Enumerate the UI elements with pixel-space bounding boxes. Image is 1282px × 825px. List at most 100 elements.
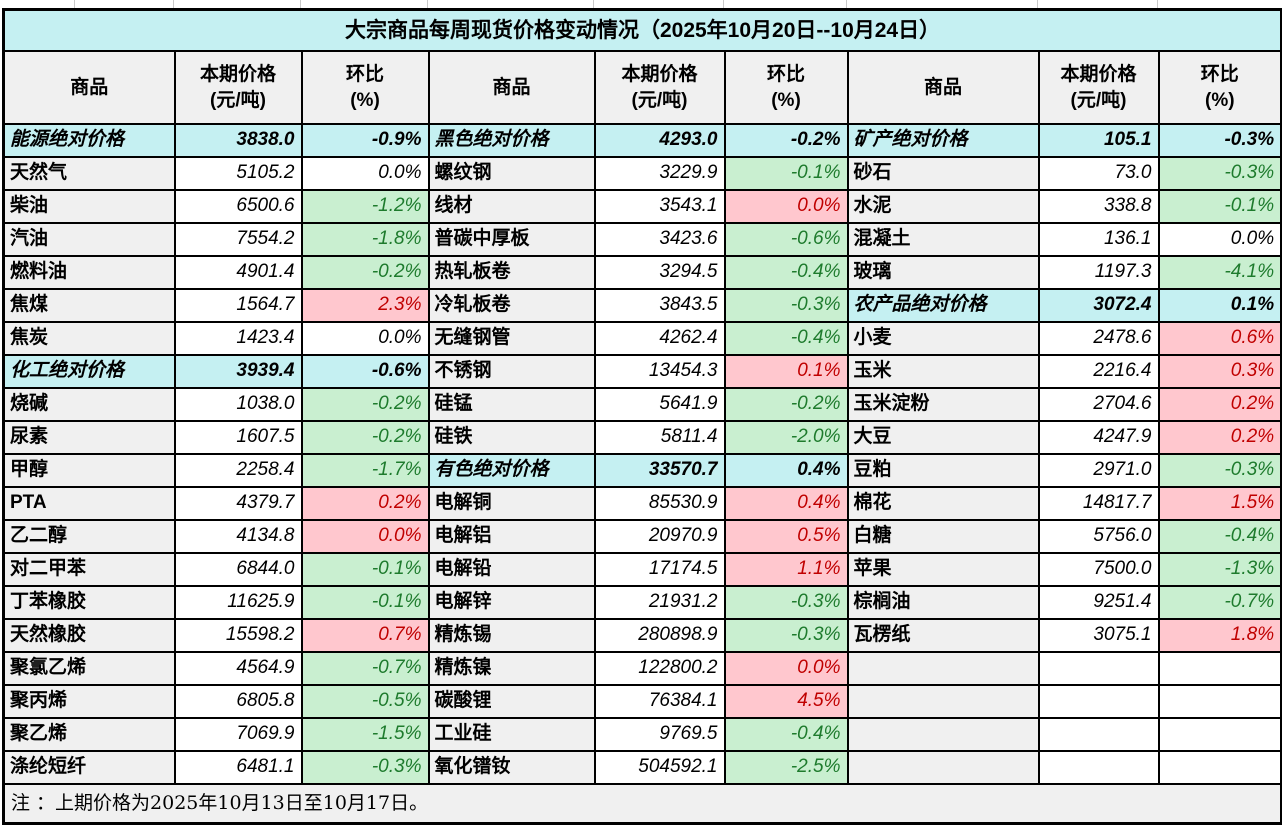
table-row: 汽油 7554.2 -1.8% 普碳中厚板 3423.6 -0.6% 混凝土 136.1 0.0…: [2, 222, 1282, 257]
table-row: 涤纶短纤 6481.1 -0.3% 氧化镨钕 504592.1 -2.5%: [2, 750, 1282, 785]
wow-change-cell: -1.8%: [300, 222, 430, 257]
wow-change-cell: -0.3%: [300, 750, 430, 785]
commodity-name-cell: 玉米: [846, 354, 1040, 389]
current-price-cell: 5756.0: [1037, 519, 1160, 554]
commodity-price-table-wrapper: 大宗商品每周现货价格变动情况（2025年10月20日--10月24日） 商品 本…: [2, 8, 1282, 825]
wow-change-cell: 0.1%: [723, 354, 849, 389]
wow-change-cell: 0.0%: [723, 189, 849, 224]
current-price-cell: 7554.2: [173, 222, 303, 257]
wow-change-cell: 0.2%: [1157, 420, 1282, 455]
current-price-cell: 13454.3: [593, 354, 726, 389]
table-row: 乙二醇 4134.8 0.0% 电解铝 20970.9 0.5% 白糖 5756.0 -0.4%: [2, 519, 1282, 554]
footer-note: 注 ：上期价格为2025年10月13日至10月17日。: [2, 783, 1282, 825]
table-row: 燃料油 4901.4 -0.2% 热轧板卷 3294.5 -0.4% 玻璃 1197.3 -4.…: [2, 255, 1282, 290]
commodity-name-cell: [846, 750, 1040, 785]
wow-change-cell: 0.2%: [300, 486, 430, 521]
wow-change-cell: -1.5%: [300, 717, 430, 752]
commodity-name-cell: 精炼锡: [427, 618, 596, 653]
commodity-name-cell: 聚乙烯: [2, 717, 176, 752]
commodity-name-cell: 对二甲苯: [2, 552, 176, 587]
current-price-cell: 6844.0: [173, 552, 303, 587]
current-price-cell: 2704.6: [1037, 387, 1160, 422]
current-price-cell: 122800.2: [593, 651, 726, 686]
wow-change-cell: 0.5%: [723, 519, 849, 554]
wow-change-cell: 4.5%: [723, 684, 849, 719]
commodity-name-cell: 氧化镨钕: [427, 750, 596, 785]
spreadsheet-gridline: [1157, 0, 1158, 8]
wow-change-cell: -2.0%: [723, 420, 849, 455]
wow-change-cell: -0.4%: [1157, 519, 1282, 554]
col-header-price-1: 本期价格 (元/吨): [173, 50, 303, 125]
table-row: 丁苯橡胶 11625.9 -0.1% 电解锌 21931.2 -0.3% 棕榈油 9251.4…: [2, 585, 1282, 620]
wow-change-cell: -0.2%: [723, 123, 849, 158]
current-price-cell: 1038.0: [173, 387, 303, 422]
commodity-name-cell: 硅锰: [427, 387, 596, 422]
current-price-cell: 2971.0: [1037, 453, 1160, 488]
wow-change-cell: -0.1%: [1157, 189, 1282, 224]
table-row: PTA 4379.7 0.2% 电解铜 85530.9 0.4% 棉花 14817.7 1.5%: [2, 486, 1282, 521]
current-price-cell: 7069.9: [173, 717, 303, 752]
commodity-name-cell: 瓦楞纸: [846, 618, 1040, 653]
wow-change-cell: 0.0%: [1157, 222, 1282, 257]
commodity-name-cell: 无缝钢管: [427, 321, 596, 356]
table-row: 烧碱 1038.0 -0.2% 硅锰 5641.9 -0.2% 玉米淀粉 2704.6 0.2%: [2, 387, 1282, 422]
table-row: 聚氯乙烯 4564.9 -0.7% 精炼镍 122800.2 0.0%: [2, 651, 1282, 686]
current-price-cell: 6500.6: [173, 189, 303, 224]
current-price-cell: 3838.0: [173, 123, 303, 158]
wow-change-cell: -0.3%: [1157, 123, 1282, 158]
col-header-commodity-3: 商品: [846, 50, 1040, 125]
col-header-price-3: 本期价格 (元/吨): [1037, 50, 1160, 125]
current-price-cell: 15598.2: [173, 618, 303, 653]
wow-change-cell: -0.3%: [1157, 156, 1282, 191]
commodity-name-cell: 电解锌: [427, 585, 596, 620]
wow-change-cell: -0.1%: [300, 585, 430, 620]
wow-change-cell: 2.3%: [300, 288, 430, 323]
current-price-cell: 7500.0: [1037, 552, 1160, 587]
current-price-cell: 21931.2: [593, 585, 726, 620]
commodity-name-cell: 碳酸锂: [427, 684, 596, 719]
spreadsheet-top-gridlines: [0, 0, 1282, 8]
col-header-commodity-2: 商品: [427, 50, 596, 125]
wow-change-cell: -0.3%: [723, 618, 849, 653]
current-price-cell: 2216.4: [1037, 354, 1160, 389]
commodity-price-table: 大宗商品每周现货价格变动情况（2025年10月20日--10月24日） 商品 本…: [2, 8, 1282, 825]
wow-change-cell: -0.3%: [1157, 453, 1282, 488]
wow-change-cell: -0.3%: [723, 585, 849, 620]
commodity-name-cell: 甲醇: [2, 453, 176, 488]
page-title: 大宗商品每周现货价格变动情况（2025年10月20日--10月24日）: [2, 8, 1282, 52]
wow-change-cell: 1.1%: [723, 552, 849, 587]
wow-change-cell: 1.8%: [1157, 618, 1282, 653]
category-name-cell: 能源绝对价格: [2, 123, 176, 158]
current-price-cell: 1607.5: [173, 420, 303, 455]
wow-change-cell: [1157, 750, 1282, 785]
spreadsheet-gridline: [1037, 0, 1038, 8]
commodity-name-cell: 精炼镍: [427, 651, 596, 686]
table-row: 天然橡胶 15598.2 0.7% 精炼锡 280898.9 -0.3% 瓦楞纸 3075.1…: [2, 618, 1282, 653]
wow-change-cell: -0.1%: [723, 156, 849, 191]
col-header-commodity-1: 商品: [2, 50, 176, 125]
current-price-cell: [1037, 717, 1160, 752]
current-price-cell: 4379.7: [173, 486, 303, 521]
wow-change-cell: -0.4%: [723, 321, 849, 356]
current-price-cell: 3543.1: [593, 189, 726, 224]
table-row: 焦炭 1423.4 0.0% 无缝钢管 4262.4 -0.4% 小麦 2478.6 0.6%: [2, 321, 1282, 356]
category-name-cell: 农产品绝对价格: [846, 288, 1040, 323]
commodity-name-cell: PTA: [2, 486, 176, 521]
current-price-cell: 20970.9: [593, 519, 726, 554]
current-price-cell: 85530.9: [593, 486, 726, 521]
wow-change-cell: 0.1%: [1157, 288, 1282, 323]
current-price-cell: 280898.9: [593, 618, 726, 653]
current-price-cell: 136.1: [1037, 222, 1160, 257]
commodity-name-cell: 电解铜: [427, 486, 596, 521]
current-price-cell: 4901.4: [173, 255, 303, 290]
commodity-name-cell: 苹果: [846, 552, 1040, 587]
table-row: 化工绝对价格 3939.4 -0.6% 不锈钢 13454.3 0.1% 玉米 2216.4 0…: [2, 354, 1282, 389]
wow-change-cell: 0.2%: [1157, 387, 1282, 422]
current-price-cell: 1564.7: [173, 288, 303, 323]
commodity-name-cell: 硅铁: [427, 420, 596, 455]
spreadsheet-gridline: [300, 0, 301, 8]
current-price-cell: 105.1: [1037, 123, 1160, 158]
table-row: 天然气 5105.2 0.0% 螺纹钢 3229.9 -0.1% 砂石 73.0 -0.3%: [2, 156, 1282, 191]
spreadsheet-gridline: [846, 0, 847, 8]
current-price-cell: [1037, 684, 1160, 719]
